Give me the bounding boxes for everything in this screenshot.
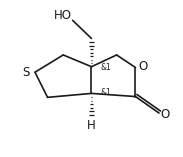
Text: S: S — [23, 66, 30, 79]
Text: H: H — [87, 119, 96, 132]
Text: &1: &1 — [100, 63, 111, 73]
Text: O: O — [138, 60, 147, 73]
Text: &1: &1 — [100, 88, 111, 97]
Text: HO: HO — [53, 9, 71, 22]
Text: O: O — [161, 108, 170, 121]
